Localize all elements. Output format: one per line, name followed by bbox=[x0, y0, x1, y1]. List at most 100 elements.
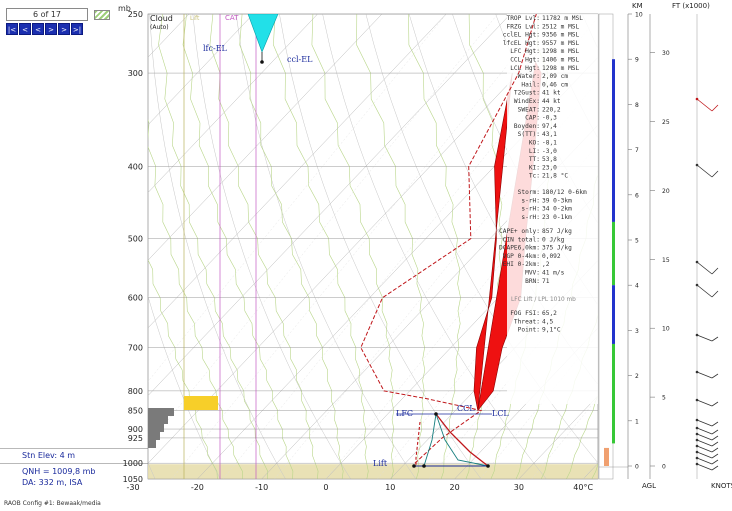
wind-barb-flag bbox=[711, 441, 719, 447]
pressure-tick-label: 250 bbox=[128, 10, 143, 19]
wind-barb bbox=[696, 334, 713, 342]
temperature-tick-label: -20 bbox=[191, 483, 204, 492]
wind-barb bbox=[696, 445, 713, 453]
surface-temperature-line bbox=[435, 413, 489, 467]
index-value: 43,1 bbox=[542, 131, 557, 138]
moist-adiabat bbox=[209, 14, 319, 479]
auto-label: (Auto) bbox=[150, 24, 169, 31]
index-value: 2,09 cm bbox=[542, 73, 568, 80]
wind-barb bbox=[696, 164, 713, 178]
pressure-tick-label: 800 bbox=[128, 387, 143, 396]
pressure-tick-label: 850 bbox=[128, 407, 143, 416]
dewpoint-line bbox=[360, 14, 537, 464]
moist-adiabat bbox=[408, 14, 461, 479]
isotherm bbox=[148, 14, 511, 396]
km-tick-label: 4 bbox=[635, 283, 639, 290]
last-page-button[interactable]: >| bbox=[71, 23, 83, 35]
wind-barb bbox=[696, 261, 713, 275]
ft-axis-title: FT (x1000) bbox=[672, 2, 710, 10]
moist-adiabat bbox=[273, 14, 369, 479]
surface-band bbox=[148, 464, 598, 479]
storm-key: s-rH: bbox=[521, 197, 540, 204]
fog-key: FOG FSI: bbox=[510, 310, 540, 317]
wind-barb-point bbox=[695, 333, 699, 337]
storm-key: s-rH: bbox=[521, 214, 540, 221]
index-value: 97,4 bbox=[542, 123, 557, 130]
level-point bbox=[486, 464, 490, 468]
wind-barb-flag bbox=[711, 435, 719, 441]
wind-barb-flag bbox=[711, 453, 719, 459]
level-point bbox=[422, 464, 426, 468]
moist-adiabat bbox=[566, 395, 598, 479]
index-value: 11782 m MSL bbox=[542, 15, 583, 22]
wind-barb-flag bbox=[711, 459, 719, 465]
km-tick-label: 8 bbox=[635, 102, 639, 109]
divider bbox=[0, 448, 148, 449]
wind-barb-point bbox=[695, 163, 699, 167]
indices-backdrop bbox=[507, 14, 598, 404]
pattern-swatch bbox=[94, 10, 110, 20]
text-layer: Cloud(Auto) Lift CAT lfc-EL ccl-EL LFC CCL LCL L… bbox=[150, 14, 587, 468]
right-panel: KM 0 1 2 3 4 5 6 7 8 9 10 AGL FT (x1000) 0 5 10 15 20 25 30 K… bbox=[598, 2, 732, 490]
next-page-button[interactable]: > bbox=[58, 23, 70, 35]
wind-barb-point bbox=[695, 283, 699, 287]
strip-segment bbox=[612, 343, 615, 444]
cape-value: 41 m/s bbox=[542, 270, 565, 277]
wind-barb-flag bbox=[711, 429, 719, 435]
index-key: TT: bbox=[529, 156, 540, 163]
moist-adiabat bbox=[311, 14, 395, 479]
temperature-tick-label: -10 bbox=[255, 483, 268, 492]
first-page-button[interactable]: |< bbox=[6, 23, 18, 35]
pressure-tick-label: 700 bbox=[128, 344, 143, 353]
axis-layer: 25030040050060070080085090092510001050-3… bbox=[123, 10, 594, 492]
cape-value: 857 J/kg bbox=[542, 228, 572, 235]
ft-tick-label: 0 bbox=[662, 464, 666, 471]
index-key: FRZG Lvl: bbox=[506, 23, 540, 30]
lines-layer bbox=[260, 14, 537, 468]
strip-segment bbox=[612, 59, 615, 222]
index-key: KO: bbox=[529, 140, 540, 147]
index-value: 2512 m MSL bbox=[542, 23, 580, 30]
ft-tick-label: 10 bbox=[662, 326, 670, 333]
moist-adiabat bbox=[239, 14, 344, 479]
prev-step-button[interactable]: < bbox=[32, 23, 44, 35]
isotherm bbox=[148, 14, 447, 329]
ccl-label: CCL bbox=[457, 404, 475, 413]
wind-barb-point bbox=[695, 450, 699, 454]
index-key: KI: bbox=[529, 164, 540, 171]
wind-barb-point bbox=[695, 444, 699, 448]
km-tick-label: 2 bbox=[635, 373, 639, 380]
km-tick-label: 5 bbox=[635, 238, 639, 245]
index-value: 44 kt bbox=[542, 98, 561, 105]
level-point bbox=[412, 464, 416, 468]
wind-barb-flag bbox=[711, 447, 719, 453]
pressure-tick-label: 1000 bbox=[123, 459, 143, 468]
page-counter: 6 of 17 bbox=[6, 8, 88, 21]
cape-value: 71 bbox=[542, 278, 550, 285]
index-key: Water: bbox=[518, 73, 540, 80]
km-tick-label: 1 bbox=[635, 418, 639, 425]
el-point bbox=[260, 60, 264, 64]
storm-value: 23 0-1km bbox=[542, 214, 572, 221]
lift-label: Lift bbox=[373, 459, 388, 468]
next-step-button[interactable]: > bbox=[45, 23, 57, 35]
wind-barb-point bbox=[695, 438, 699, 442]
isotherm bbox=[0, 14, 125, 479]
wind-barb bbox=[696, 457, 713, 465]
pressure-tick-label: 900 bbox=[128, 425, 143, 434]
pressure-tick-label: 1050 bbox=[123, 475, 143, 484]
index-value: -3,0 bbox=[542, 148, 557, 155]
cape-key: BRN: bbox=[525, 278, 540, 285]
index-value: 21,8 °C bbox=[542, 172, 568, 180]
pressure-tick-label: 925 bbox=[128, 434, 143, 443]
index-value: 9557 m MSL bbox=[542, 40, 580, 47]
strip-segment bbox=[612, 285, 615, 344]
cape-key: VGP 0-4km: bbox=[503, 253, 540, 260]
prev-page-button[interactable]: < bbox=[19, 23, 31, 35]
navigation-buttons: |< < < > > >| bbox=[6, 23, 83, 35]
dry-adiabat bbox=[669, 14, 732, 479]
index-key: LCL Hgt: bbox=[510, 65, 540, 72]
fog-block bbox=[148, 432, 160, 440]
fog-key: Point: bbox=[518, 327, 540, 334]
km-tick-label: 10 bbox=[635, 12, 643, 19]
